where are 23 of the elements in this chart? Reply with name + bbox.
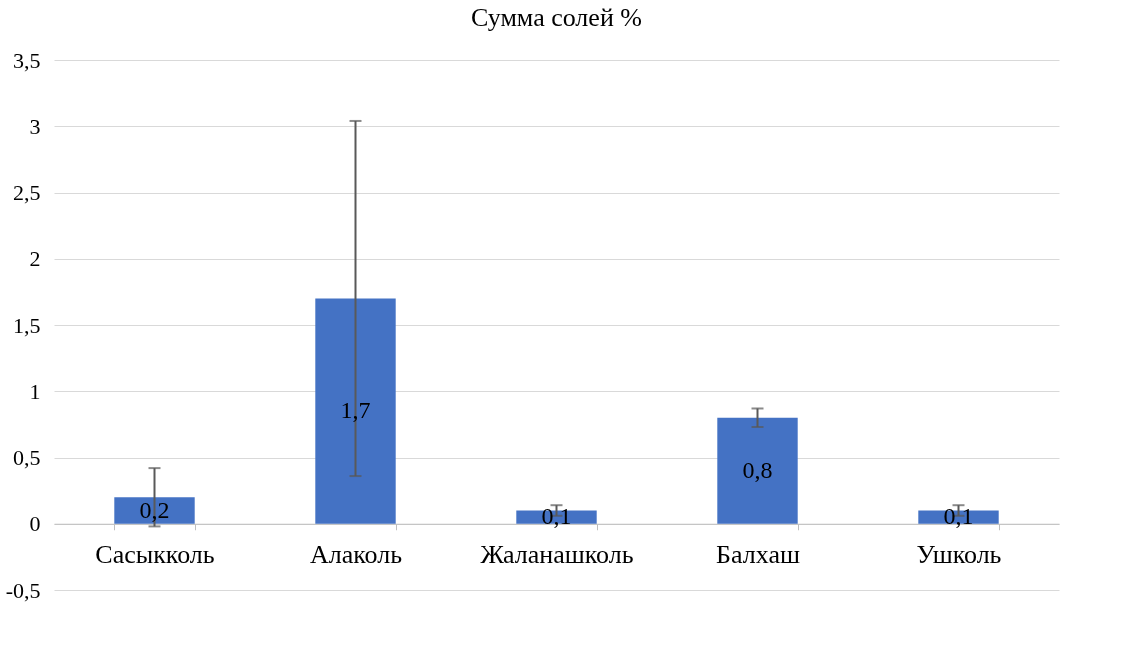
y-tick-label: 0 [29, 511, 41, 537]
y-tick-label: 3,5 [13, 47, 41, 73]
bar [114, 497, 195, 524]
bar [717, 417, 798, 524]
data-label: 0,1 [943, 503, 974, 530]
x-tick-label: Сасыкколь [95, 540, 215, 570]
x-tick-label: Алаколь [309, 540, 403, 570]
y-tick-label: 3 [29, 113, 41, 139]
x-tick-label: Балхаш [716, 540, 800, 570]
y-tick-label: -0,5 [5, 577, 41, 603]
y-tick-label: 2 [29, 246, 41, 272]
y-tick-label: 1,5 [13, 312, 41, 338]
x-tick-label: Жаланашколь [480, 540, 634, 570]
chart-title: Сумма солей % [471, 3, 642, 32]
data-label: 0,2 [139, 496, 170, 523]
y-tick-label: 2,5 [13, 180, 41, 205]
data-label: 0,8 [742, 456, 773, 483]
y-tick-label: 1 [29, 378, 41, 404]
bar [315, 298, 396, 524]
data-label: 1,7 [340, 397, 371, 424]
data-label: 0,1 [541, 503, 572, 530]
y-tick-label: 0,5 [13, 445, 41, 470]
x-tick-label: Ушколь [916, 540, 1002, 570]
